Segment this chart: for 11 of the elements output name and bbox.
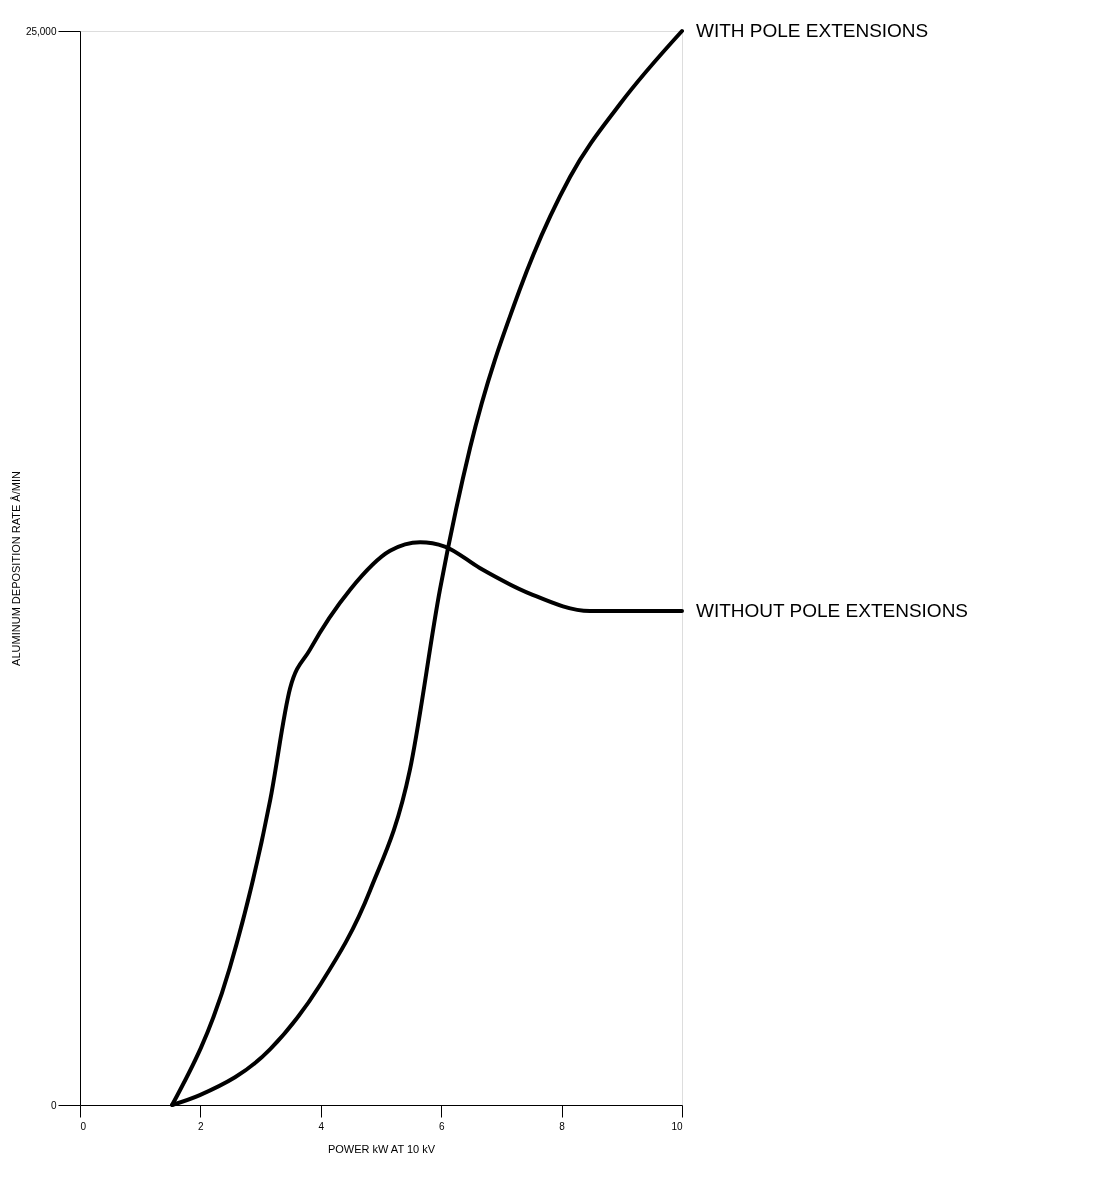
x-axis-title: POWER kW AT 10 kV	[327, 1142, 436, 1155]
series-label: WITHOUT POLE EXTENSIONS	[696, 599, 969, 621]
x-tick-label: 10	[671, 1120, 683, 1132]
x-tick-label: 6	[438, 1120, 445, 1132]
x-tick-label: 0	[80, 1120, 87, 1132]
y-tick-label: 25,000	[25, 25, 57, 37]
series-label: WITH POLE EXTENSIONS	[696, 20, 929, 41]
x-tick-label: 4	[318, 1120, 325, 1132]
y-axis-title: ALUMINUM DEPOSITION RATE Å/MIN	[9, 471, 22, 666]
x-tick-label: 8	[559, 1120, 566, 1132]
x-tick-label: 2	[198, 1120, 205, 1132]
